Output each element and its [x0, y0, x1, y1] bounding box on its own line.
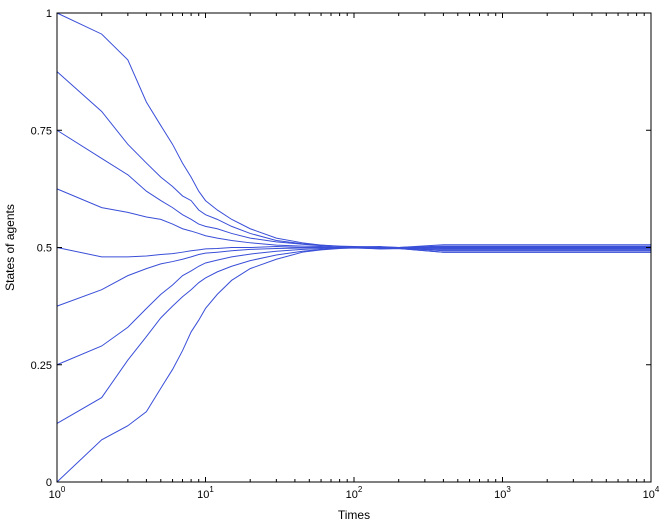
- series-line-4: [56, 188, 651, 249]
- y-tick-label-5: 1: [46, 8, 52, 20]
- x-tick-label-1: 100: [49, 485, 66, 501]
- y-tick-label-3: 0.5: [37, 243, 52, 255]
- y-tick-label-2: 0.25: [31, 360, 52, 372]
- x-tick-label-5: 104: [643, 485, 660, 501]
- x-tick-label-4: 103: [494, 485, 511, 501]
- x-tick-label-2: 101: [197, 485, 214, 501]
- y-tick-label-1: 0: [46, 477, 52, 489]
- y-tick-label-4: 0.75: [31, 125, 52, 137]
- y-axis-title: States of agents: [3, 204, 17, 291]
- ticks-layer: [56, 12, 652, 483]
- series-line-3: [56, 129, 651, 249]
- series-line-7: [56, 247, 651, 366]
- labels-layer: 100 101 102 103 104 0 0.25 0.5 0.75 1: [31, 8, 660, 501]
- x-axis-title: Times: [338, 508, 370, 522]
- series-line-1: [56, 12, 651, 249]
- series-line-8: [56, 246, 651, 424]
- series-line-2: [56, 71, 651, 249]
- series-layer: [56, 12, 651, 483]
- series-line-9: [56, 247, 651, 483]
- x-tick-label-3: 102: [346, 485, 363, 501]
